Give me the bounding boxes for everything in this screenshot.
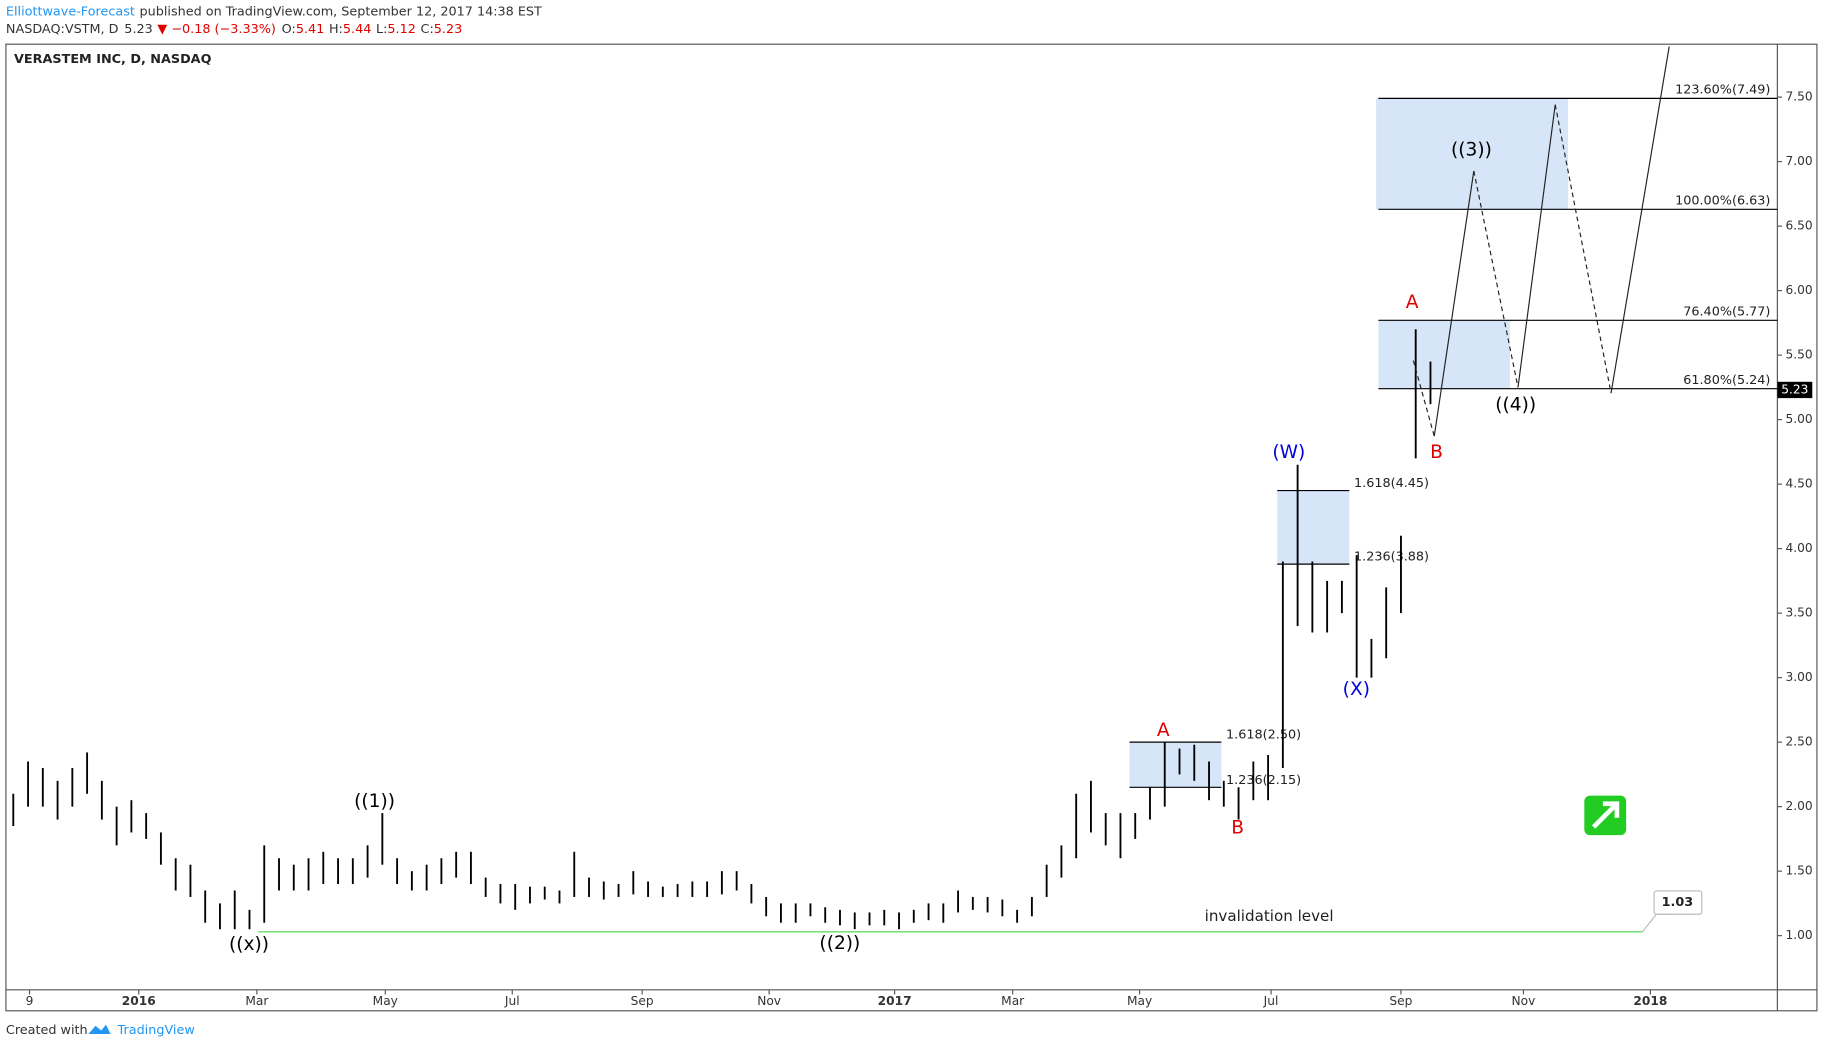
target-box bbox=[1129, 742, 1222, 788]
tradingview-logo bbox=[88, 1024, 111, 1035]
wave-label: ((1)) bbox=[354, 791, 395, 812]
projection-line bbox=[1517, 104, 1556, 388]
wave-label: (W) bbox=[1272, 442, 1305, 463]
y-tick-label: 1.00 bbox=[1786, 928, 1813, 942]
x-tick-label: Mar bbox=[1001, 994, 1025, 1008]
wave-label: A bbox=[1406, 292, 1419, 313]
x-tick-label: Nov bbox=[757, 994, 781, 1008]
y-tick-label: 7.00 bbox=[1786, 154, 1813, 168]
ohlc-label: H: bbox=[329, 22, 343, 37]
y-tick-label: 5.50 bbox=[1786, 348, 1813, 362]
header-line1: Elliottwave-Forecast published on Trading… bbox=[6, 4, 542, 19]
trend-icon bbox=[1584, 795, 1627, 836]
wave-label: A bbox=[1157, 720, 1170, 741]
last: 5.23 bbox=[124, 22, 152, 37]
wave-label: B bbox=[1430, 442, 1443, 463]
target-box bbox=[1376, 98, 1569, 210]
footer-brand: TradingView bbox=[117, 1023, 195, 1038]
publisher: Elliottwave-Forecast bbox=[6, 4, 135, 19]
y-tick-label: 4.50 bbox=[1786, 477, 1813, 491]
wave-label: (X) bbox=[1343, 679, 1370, 700]
wave-label: ((4)) bbox=[1495, 394, 1536, 415]
last-price-tag bbox=[1777, 381, 1813, 399]
x-tick-label: Sep bbox=[1389, 994, 1412, 1008]
y-tick-label: 3.50 bbox=[1786, 606, 1813, 620]
x-tick-label: Sep bbox=[631, 994, 654, 1008]
x-tick-label: Jul bbox=[1263, 994, 1279, 1008]
y-tick-label: 1.50 bbox=[1786, 864, 1813, 878]
ohlc-value: 5.44 bbox=[343, 22, 371, 37]
projection-line bbox=[1412, 360, 1435, 437]
projection-line bbox=[1433, 170, 1475, 437]
last-price-label: 5.23 bbox=[1781, 382, 1808, 396]
y-tick-label: 6.50 bbox=[1786, 219, 1813, 233]
y-tick-label: 5.00 bbox=[1786, 412, 1813, 426]
footer-created: Created with bbox=[6, 1023, 88, 1038]
ohlc-label: L: bbox=[376, 22, 387, 37]
tag-box bbox=[1653, 890, 1703, 915]
projection-line bbox=[1610, 46, 1670, 394]
y-tick-label: 3.00 bbox=[1786, 670, 1813, 684]
ohlc-label: C: bbox=[421, 22, 434, 37]
icon-arrow bbox=[1591, 801, 1620, 829]
target-box bbox=[1378, 320, 1510, 389]
chart-title: VERASTEM INC, D, NASDAQ bbox=[14, 52, 212, 67]
fib-label: 100.00%(6.63) bbox=[1675, 194, 1770, 209]
ohlc-value: 5.41 bbox=[296, 22, 324, 37]
wave-label: ((2)) bbox=[819, 933, 860, 954]
fib-label: 61.80%(5.24) bbox=[1683, 373, 1770, 388]
symbol: NASDAQ:VSTM, D bbox=[6, 22, 119, 37]
x-tick-label: 2017 bbox=[878, 994, 912, 1008]
ohlc-label: O: bbox=[282, 22, 296, 37]
y-tick-label: 4.00 bbox=[1786, 541, 1813, 555]
fib-label: 76.40%(5.77) bbox=[1683, 305, 1770, 320]
x-tick-label: 9 bbox=[26, 994, 34, 1008]
fib-label: 1.618(4.45) bbox=[1354, 476, 1429, 491]
header-line2: NASDAQ:VSTM, D 5.23 ▼ −0.18 (−3.33%) O:5.41… bbox=[6, 22, 462, 37]
change: ▼ −0.18 (−3.33%) bbox=[157, 22, 275, 37]
fib-label: 1.618(2.50) bbox=[1226, 728, 1301, 743]
x-tick-label: May bbox=[1127, 994, 1152, 1008]
fib-label: 1.236(3.88) bbox=[1354, 550, 1429, 565]
x-tick-label: May bbox=[373, 994, 398, 1008]
y-tick-label: 6.00 bbox=[1786, 283, 1813, 297]
x-tick-label: Nov bbox=[1512, 994, 1536, 1008]
target-box bbox=[1277, 490, 1350, 565]
fib-label: 123.60%(7.49) bbox=[1675, 83, 1770, 98]
ohlc-value: 5.23 bbox=[434, 22, 462, 37]
x-tick-label: 2018 bbox=[1633, 994, 1667, 1008]
x-tick-label: Jul bbox=[504, 994, 520, 1008]
wave-label: ((3)) bbox=[1451, 140, 1492, 161]
y-tick-label: 2.50 bbox=[1786, 735, 1813, 749]
projection-line bbox=[1473, 170, 1519, 388]
wave-label: B bbox=[1231, 818, 1244, 839]
x-tick-label: 2016 bbox=[122, 994, 156, 1008]
wave-label: ((x)) bbox=[229, 934, 269, 955]
fib-label: 1.236(2.15) bbox=[1226, 773, 1301, 788]
published: published on TradingView.com, September … bbox=[140, 4, 543, 19]
y-tick-label: 2.00 bbox=[1786, 799, 1813, 813]
x-tick-label: Mar bbox=[245, 994, 269, 1008]
invalidation-label: invalidation level bbox=[1205, 907, 1334, 925]
ohlc-value: 5.12 bbox=[387, 22, 415, 37]
y-tick-label: 7.50 bbox=[1786, 90, 1813, 104]
tag-text: 1.03 bbox=[1662, 895, 1694, 910]
frame bbox=[5, 43, 1818, 1012]
projection-line bbox=[1554, 104, 1612, 394]
